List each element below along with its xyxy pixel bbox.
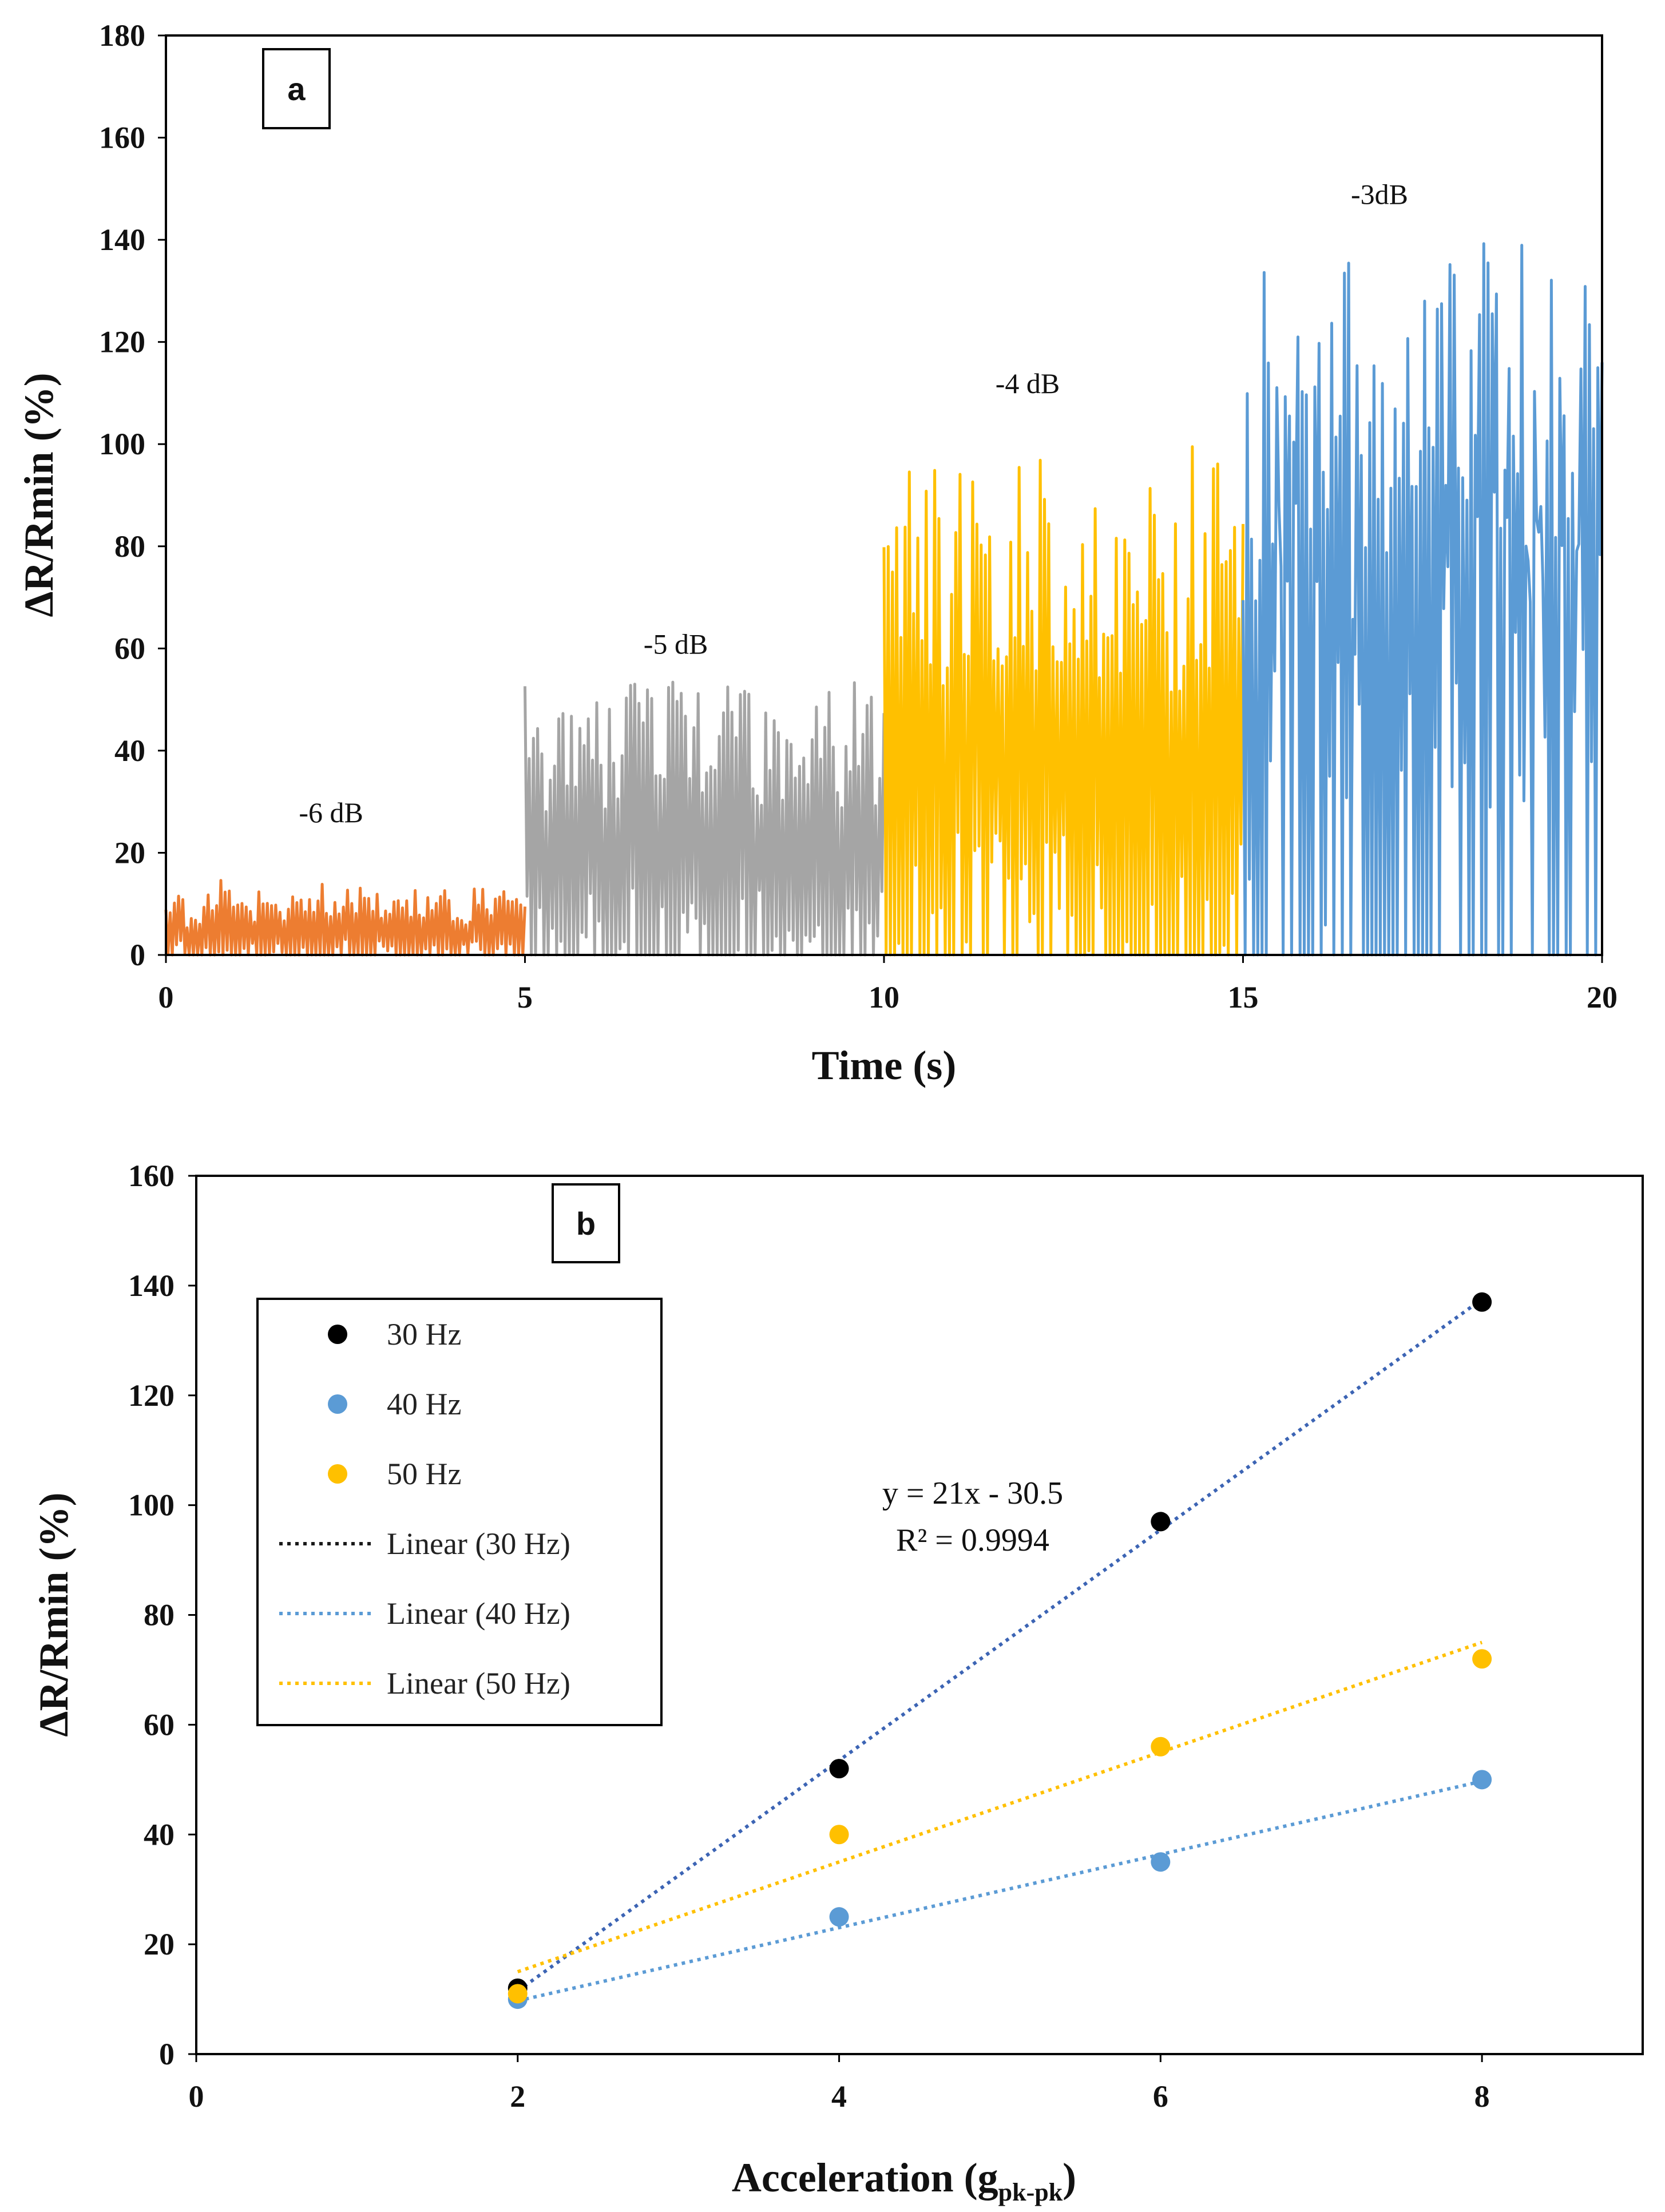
chart-b-y-axis-title: ΔR/Rmin (%) (31, 1492, 77, 1737)
chart-a-panel-label: a (287, 71, 306, 107)
chart-a-series-label: -6 dB (299, 796, 363, 828)
chart-a-y-tick-label: 20 (114, 835, 145, 870)
chart-a-y-tick-label: 120 (99, 325, 145, 359)
chart-b-x-tick-label: 4 (831, 2079, 847, 2114)
chart-b-point (829, 1759, 849, 1779)
chart-b-point (508, 1984, 528, 2004)
chart-b-trendline-1 (517, 1298, 1483, 1993)
chart-a-annotations: -6 dB -5 dB -4 dB -3dB (299, 179, 1408, 828)
chart-a-series-label: -3dB (1351, 179, 1408, 211)
chart-b-y-tick-label: 60 (144, 1707, 175, 1742)
chart-b-legend-items: 30 Hz 40 Hz 50 Hz Linear (30 Hz) Linear (40 … (279, 1317, 570, 1700)
chart-b-series-3 (508, 1649, 1492, 2004)
chart-b-trendline-3 (517, 1640, 1483, 1973)
chart-b-legend-marker (328, 1394, 347, 1414)
chart-b-x-tick-label: 6 (1153, 2079, 1168, 2114)
chart-b-fit-r2: R² = 0.9994 (896, 1523, 1049, 1558)
chart-a-panel-label-box (262, 48, 331, 129)
chart-a-y-tick-label: 60 (114, 631, 145, 665)
chart-b-y-tick-label: 120 (128, 1378, 175, 1413)
chart-a-series-1 (164, 879, 526, 957)
chart-b-legend-marker (328, 1464, 347, 1484)
chart-b-panel-label: b (576, 1206, 596, 1242)
chart-b-point (829, 1825, 849, 1845)
chart-b-x-tick-label: 0 (189, 2079, 204, 2114)
chart-b-point (829, 1907, 849, 1927)
chart-a-y-tick-label: 40 (114, 734, 145, 768)
chart-b-y-tick-label: 100 (128, 1488, 175, 1523)
chart-a-series-line (524, 680, 886, 957)
chart-b-legend-label: 50 Hz (387, 1457, 461, 1491)
chart-b-x-axis-title-close: ) (1063, 2155, 1076, 2201)
chart-b-legend-label: Linear (40 Hz) (387, 1596, 570, 1631)
chart-a-y-tick-label: 100 (99, 427, 145, 461)
chart-b-trendlines (517, 1298, 1483, 2003)
chart-a-series-label: -5 dB (644, 628, 708, 660)
chart-b-y-tick-label: 80 (144, 1598, 175, 1632)
chart-a-series-2 (524, 680, 886, 957)
chart-a-y-tick-label: 80 (114, 529, 145, 564)
chart-a-series-line (882, 445, 1244, 957)
chart-b-legend-box (256, 1298, 663, 1726)
chart-a-y-ticks: 0 20 40 60 80 100 120 140 160 180 (99, 18, 166, 972)
chart-b-point (1151, 1512, 1171, 1532)
chart-a-x-tick-label: 5 (517, 980, 533, 1014)
chart-a-y-axis-title: ΔR/Rmin (%) (16, 372, 62, 617)
chart-b-legend-label: Linear (50 Hz) (387, 1666, 570, 1700)
chart-b-legend-marker (328, 1325, 347, 1344)
chart-a-x-tick-label: 10 (869, 980, 899, 1014)
chart-a-x-axis-title: Time (s) (812, 1042, 957, 1088)
chart-b-point (1472, 1770, 1492, 1790)
chart-a-series-label: -4 dB (996, 367, 1060, 399)
chart-b-panel-label-box (552, 1183, 620, 1263)
chart-a-y-tick-label: 140 (99, 223, 145, 257)
chart-b-y-tick-label: 160 (128, 1159, 175, 1193)
chart-b-legend-label: 30 Hz (387, 1317, 461, 1351)
chart-b-x-ticks: 0 2 4 6 8 (189, 2054, 1490, 2114)
chart-a-y-tick-label: 180 (99, 18, 145, 53)
chart-b-x-axis-title-sub: pk-pk (998, 2178, 1063, 2206)
chart-b-y-tick-label: 0 (159, 2037, 175, 2071)
chart-b-y-tick-label: 140 (128, 1268, 175, 1303)
chart-b-point (1472, 1292, 1492, 1312)
chart-a-x-tick-label: 20 (1587, 980, 1618, 1014)
chart-b-y-tick-label: 40 (144, 1817, 175, 1852)
chart-b-points (508, 1292, 1492, 2009)
chart-b-point (1151, 1737, 1171, 1757)
chart-a-x-tick-label: 15 (1228, 980, 1259, 1014)
chart-b-y-ticks: 0 20 40 60 80 100 120 140 160 (128, 1159, 196, 2071)
chart-b-fit-equation: y = 21x - 30.5 (882, 1476, 1063, 1511)
chart-b-x-axis-title: Acceleration (gpk-pk) (732, 2155, 1076, 2206)
chart-a-x-tick-label: 0 (158, 980, 174, 1014)
chart-a-series-line (164, 879, 526, 957)
chart-b-legend: 30 Hz 40 Hz 50 Hz Linear (30 Hz) Linear (40 … (256, 1298, 663, 1726)
chart-b-point (1472, 1649, 1492, 1669)
chart-b-y-tick-label: 20 (144, 1927, 175, 1961)
chart-b-x-tick-label: 8 (1474, 2079, 1490, 2114)
chart-b-legend-label: 40 Hz (387, 1387, 461, 1421)
chart-a-x-ticks: 0 5 10 15 20 (158, 955, 1618, 1014)
chart-b-point (1151, 1852, 1171, 1872)
chart-b-x-axis-title-main: Acceleration (g (732, 2155, 998, 2201)
chart-a-y-tick-label: 160 (99, 121, 145, 155)
chart-b-legend-label: Linear (30 Hz) (387, 1527, 570, 1561)
chart-b: 0 20 40 60 80 100 120 140 160 0 2 4 6 8 b y = 21x - … (31, 1159, 1644, 2206)
chart-a-y-tick-label: 0 (130, 938, 145, 972)
chart-b-x-tick-label: 2 (510, 2079, 525, 2114)
chart-a-series-3 (882, 445, 1244, 957)
